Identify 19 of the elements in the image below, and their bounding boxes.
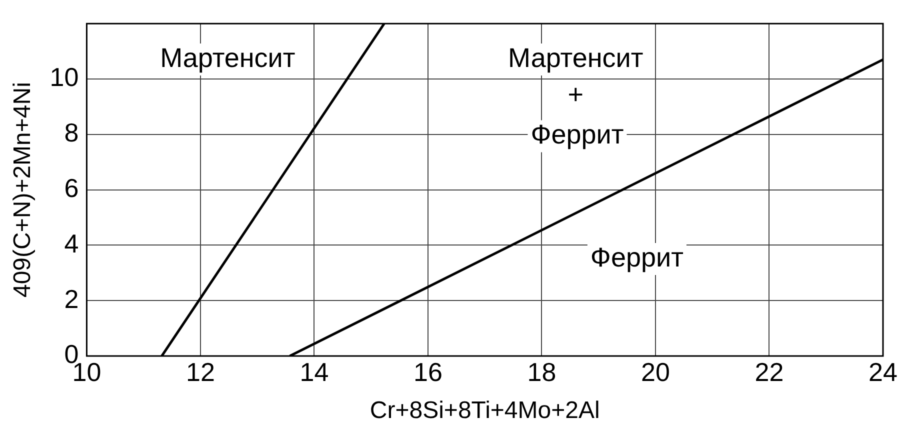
annotation: Мартенсит [508, 42, 644, 73]
x-tick-label: 18 [527, 356, 556, 387]
x-tick-label: 22 [754, 356, 784, 387]
annotation: Феррит [530, 120, 624, 150]
x-axis-title: Cr+8Si+8Ti+4Mo+2Al [370, 397, 600, 424]
x-tick-label: 14 [300, 356, 329, 387]
y-tick-label: 10 [50, 62, 79, 92]
x-tick-label: 12 [186, 356, 215, 387]
annotation: Мартенсит [160, 42, 296, 73]
x-tick-label: 16 [414, 356, 442, 387]
x-tick-label: 24 [868, 356, 898, 387]
y-tick-label: 2 [64, 284, 79, 314]
annotation: Феррит [590, 242, 684, 272]
y-tick-label: 8 [64, 118, 79, 148]
y-tick-label: 4 [64, 228, 79, 258]
y-axis-title: 409(C+N)+2Mn+4Ni [9, 82, 36, 298]
annotation: + [568, 80, 584, 110]
x-tick-label: 20 [641, 356, 670, 387]
y-tick-label: 6 [64, 172, 79, 203]
